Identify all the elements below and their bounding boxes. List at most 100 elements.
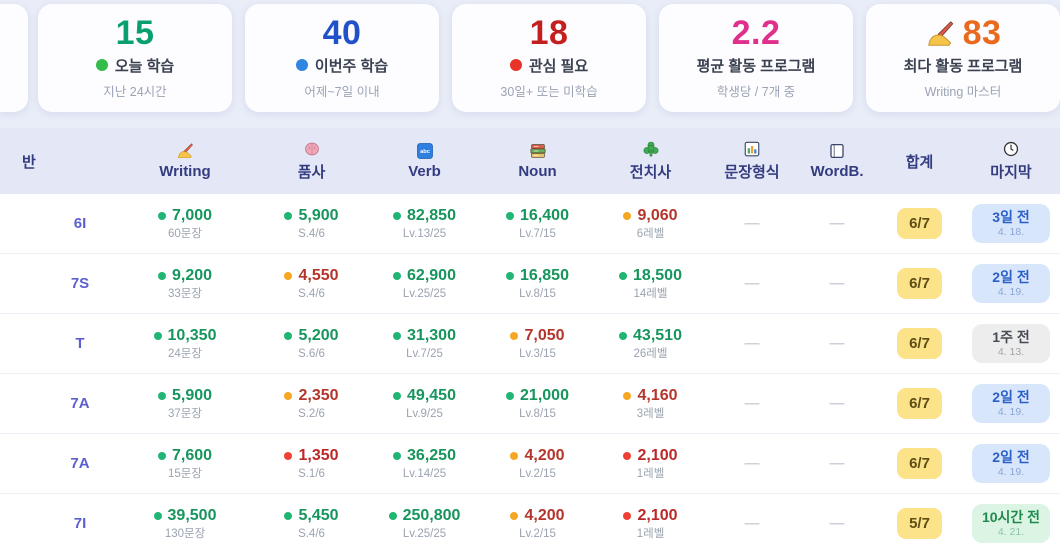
summary-cards: 15 오늘 학습 지난 24시간 40 이번주 학습 어제~7일 이내 18 관… bbox=[0, 4, 1060, 114]
score-sublabel: 24문장 bbox=[168, 347, 202, 360]
class-name-link[interactable]: 7A bbox=[70, 395, 90, 412]
score-value: 16,400 bbox=[520, 206, 569, 224]
column-header-books[interactable]: Noun bbox=[481, 142, 594, 180]
puzzle-icon bbox=[642, 140, 660, 158]
table-row[interactable]: T 10,350 24문장 5,200 S.6/6 31,300 Lv.7/25 7,050 L… bbox=[0, 313, 1060, 373]
column-header-writing-hand[interactable]: Writing bbox=[115, 142, 255, 180]
table-row[interactable]: 7A 7,600 15문장 1,350 S.1/6 36,250 Lv.14/25 4,200… bbox=[0, 433, 1060, 493]
score-value: 4,200 bbox=[524, 446, 565, 464]
score-cell: 62,900 Lv.25/25 bbox=[368, 266, 481, 301]
empty-cell: — bbox=[829, 215, 845, 232]
card-today-learning[interactable]: 15 오늘 학습 지난 24시간 bbox=[38, 4, 232, 112]
card-value: 83 bbox=[962, 14, 1002, 53]
column-header-clock[interactable]: 마지막 bbox=[962, 140, 1060, 182]
card-label: 평균 활동 프로그램 bbox=[696, 57, 816, 75]
total-badge: 6/7 bbox=[897, 328, 942, 359]
green-status-dot-icon bbox=[153, 511, 162, 520]
card-sublabel: 학생당 / 7개 중 bbox=[716, 84, 796, 99]
column-header-book-outline[interactable]: WordB. bbox=[797, 142, 877, 180]
table-row[interactable]: 7A 5,900 37문장 2,350 S.2/6 49,450 Lv.9/25 21,000… bbox=[0, 373, 1060, 433]
score-sublabel: S.1/6 bbox=[298, 467, 325, 480]
score-value: 36,250 bbox=[407, 446, 456, 464]
score-value: 16,850 bbox=[520, 266, 569, 284]
score-sublabel: 130문장 bbox=[164, 527, 206, 540]
score-cell: 7,600 15문장 bbox=[115, 446, 255, 481]
card-avg-active-programs[interactable]: 2.2 평균 활동 프로그램 학생당 / 7개 중 bbox=[659, 4, 853, 112]
score-cell: 2,100 1레벨 bbox=[594, 506, 707, 541]
last-activity-date: 4. 18. bbox=[997, 226, 1025, 239]
green-status-dot-icon bbox=[95, 59, 108, 72]
class-name-link[interactable]: 7I bbox=[73, 515, 87, 532]
column-header-반[interactable]: 반 bbox=[0, 151, 115, 172]
last-activity-badge: 10시간 전 4. 21. bbox=[971, 503, 1051, 544]
class-activity-table: 반 Writing 품사 abc Verb Noun 전치사 문장형식 WordB. 합계 마지막 … bbox=[0, 128, 1060, 553]
column-header-brain[interactable]: 품사 bbox=[255, 140, 368, 182]
empty-cell: — bbox=[744, 455, 760, 472]
orange-status-dot-icon bbox=[284, 271, 293, 280]
score-cell: 4,200 Lv.2/15 bbox=[481, 506, 594, 541]
score-value: 31,300 bbox=[407, 326, 456, 344]
score-cell: 4,160 3레벨 bbox=[594, 386, 707, 421]
empty-cell: — bbox=[829, 515, 845, 532]
score-sublabel: Lv.7/25 bbox=[406, 347, 443, 360]
green-status-dot-icon bbox=[393, 451, 402, 460]
last-activity-date: 4. 21. bbox=[997, 526, 1025, 539]
green-status-dot-icon bbox=[284, 331, 293, 340]
green-status-dot-icon bbox=[619, 271, 628, 280]
green-status-dot-icon bbox=[393, 391, 402, 400]
total-badge: 5/7 bbox=[897, 508, 942, 539]
score-value: 250,800 bbox=[402, 506, 461, 524]
last-activity-label: 2일 전 bbox=[992, 388, 1030, 405]
column-header-bar-chart[interactable]: 문장형식 bbox=[707, 140, 797, 182]
column-header-합계[interactable]: 합계 bbox=[877, 151, 962, 172]
table-row[interactable]: 6I 7,000 60문장 5,900 S.4/6 82,850 Lv.13/25 16,40… bbox=[0, 194, 1060, 253]
last-activity-badge: 2일 전 4. 19. bbox=[972, 443, 1050, 484]
score-cell: 9,200 33문장 bbox=[115, 266, 255, 301]
class-name-link[interactable]: 6I bbox=[73, 215, 87, 232]
card-week-learning[interactable]: 40 이번주 학습 어제~7일 이내 bbox=[245, 4, 439, 112]
score-value: 2,100 bbox=[637, 446, 678, 464]
column-header-abc-square[interactable]: abc Verb bbox=[368, 142, 481, 180]
class-name-link[interactable]: 7S bbox=[70, 275, 90, 292]
card-sublabel: Writing 마스터 bbox=[924, 84, 1002, 99]
brain-icon bbox=[303, 140, 321, 158]
score-sublabel: Lv.14/25 bbox=[402, 467, 447, 480]
score-sublabel: Lv.7/15 bbox=[519, 227, 556, 240]
score-sublabel: S.2/6 bbox=[298, 407, 325, 420]
score-value: 9,060 bbox=[637, 206, 678, 224]
card-needs-attention[interactable]: 18 관심 필요 30일+ 또는 미학습 bbox=[452, 4, 646, 112]
orange-status-dot-icon bbox=[510, 451, 519, 460]
column-header-label: 합계 bbox=[905, 153, 934, 171]
green-status-dot-icon bbox=[284, 211, 293, 220]
total-badge: 6/7 bbox=[897, 208, 942, 239]
column-header-label: 전치사 bbox=[629, 164, 672, 181]
card-sublabel: 30일+ 또는 미학습 bbox=[500, 84, 598, 99]
last-activity-badge: 3일 전 4. 18. bbox=[972, 203, 1050, 244]
score-sublabel: Lv.2/15 bbox=[519, 527, 556, 540]
orange-status-dot-icon bbox=[623, 211, 632, 220]
score-cell: 250,800 Lv.25/25 bbox=[368, 506, 481, 541]
score-value: 39,500 bbox=[167, 506, 217, 524]
table-row[interactable]: 7S 9,200 33문장 4,550 S.4/6 62,900 Lv.25/25 16,85… bbox=[0, 253, 1060, 313]
orange-status-dot-icon bbox=[510, 331, 519, 340]
card-value: 40 bbox=[322, 14, 362, 53]
score-sublabel: Lv.3/15 bbox=[519, 347, 556, 360]
red-status-dot-icon bbox=[623, 511, 632, 520]
column-header-puzzle[interactable]: 전치사 bbox=[594, 140, 707, 182]
class-name-link[interactable]: T bbox=[75, 335, 85, 352]
score-cell: 9,060 6레벨 bbox=[594, 206, 707, 241]
card-label: 이번주 학습 bbox=[314, 57, 389, 75]
card-label: 관심 필요 bbox=[528, 57, 589, 75]
clock-icon bbox=[1002, 140, 1020, 158]
class-name-link[interactable]: 7A bbox=[70, 455, 90, 472]
table-row[interactable]: 7I 39,500 130문장 5,450 S.4/6 250,800 Lv.25/25 4,… bbox=[0, 493, 1060, 553]
empty-cell: — bbox=[744, 275, 760, 292]
score-sublabel: Lv.13/25 bbox=[402, 227, 447, 240]
score-cell: 31,300 Lv.7/25 bbox=[368, 326, 481, 361]
card-top-active-program[interactable]: 83 최다 활동 프로그램 Writing 마스터 bbox=[866, 4, 1060, 112]
blue-status-dot-icon bbox=[295, 59, 308, 72]
score-sublabel: 1레벨 bbox=[636, 527, 665, 540]
score-cell: 1,350 S.1/6 bbox=[255, 446, 368, 481]
score-value: 21,000 bbox=[520, 386, 569, 404]
last-activity-label: 3일 전 bbox=[992, 208, 1030, 225]
